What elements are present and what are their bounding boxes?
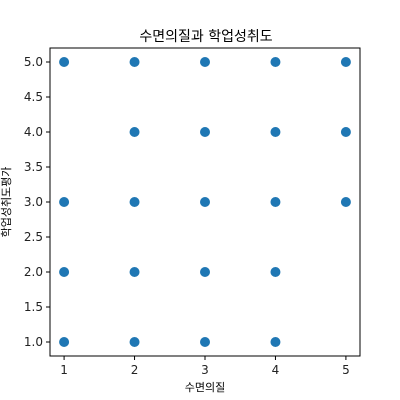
data-point: [59, 267, 70, 277]
x-tick-label: 5: [342, 363, 350, 377]
data-point: [270, 57, 281, 67]
y-tick-label: 2.5: [24, 230, 43, 244]
x-tick-label: 3: [201, 363, 209, 377]
y-tick-label: 5.0: [24, 55, 43, 69]
y-tick-label: 4.0: [24, 125, 43, 139]
x-tick-label: 2: [131, 363, 139, 377]
y-tick-label: 3.0: [24, 195, 43, 209]
y-tick-label: 3.5: [24, 160, 43, 174]
data-point: [200, 337, 210, 347]
y-tick-label: 1.5: [24, 300, 43, 314]
data-point: [129, 197, 140, 207]
data-point: [200, 197, 210, 207]
data-point: [59, 337, 70, 347]
data-point: [270, 197, 281, 207]
data-point: [270, 337, 281, 347]
x-axis-label: 수면의질: [185, 381, 225, 394]
data-point: [200, 127, 210, 137]
data-point: [340, 127, 351, 137]
data-point: [200, 267, 210, 277]
data-point: [270, 267, 281, 277]
y-tick-label: 2.0: [24, 265, 43, 279]
y-tick-label: 4.5: [24, 90, 43, 104]
data-point: [340, 197, 351, 207]
y-tick-label: 1.0: [24, 335, 43, 349]
x-tick-label: 4: [272, 363, 280, 377]
y-axis-ticks: 1.0 1.5 2.0 2.5 3.0 3.5 4.0 4.5 5.0: [24, 55, 50, 349]
data-point: [59, 57, 70, 67]
data-point: [59, 197, 70, 207]
y-axis-label: 학업성취도평가: [0, 167, 13, 238]
data-point: [129, 267, 140, 277]
data-point: [270, 127, 281, 137]
data-point: [129, 57, 140, 67]
data-point: [340, 57, 351, 67]
chart-title: 수면의질과 학업성취도: [139, 29, 272, 45]
points-layer: [59, 57, 351, 347]
data-point: [129, 337, 140, 347]
x-axis-ticks: 1 2 3 4 5: [60, 356, 350, 377]
data-point: [200, 57, 210, 67]
x-tick-label: 1: [60, 363, 68, 377]
data-point: [129, 127, 140, 137]
